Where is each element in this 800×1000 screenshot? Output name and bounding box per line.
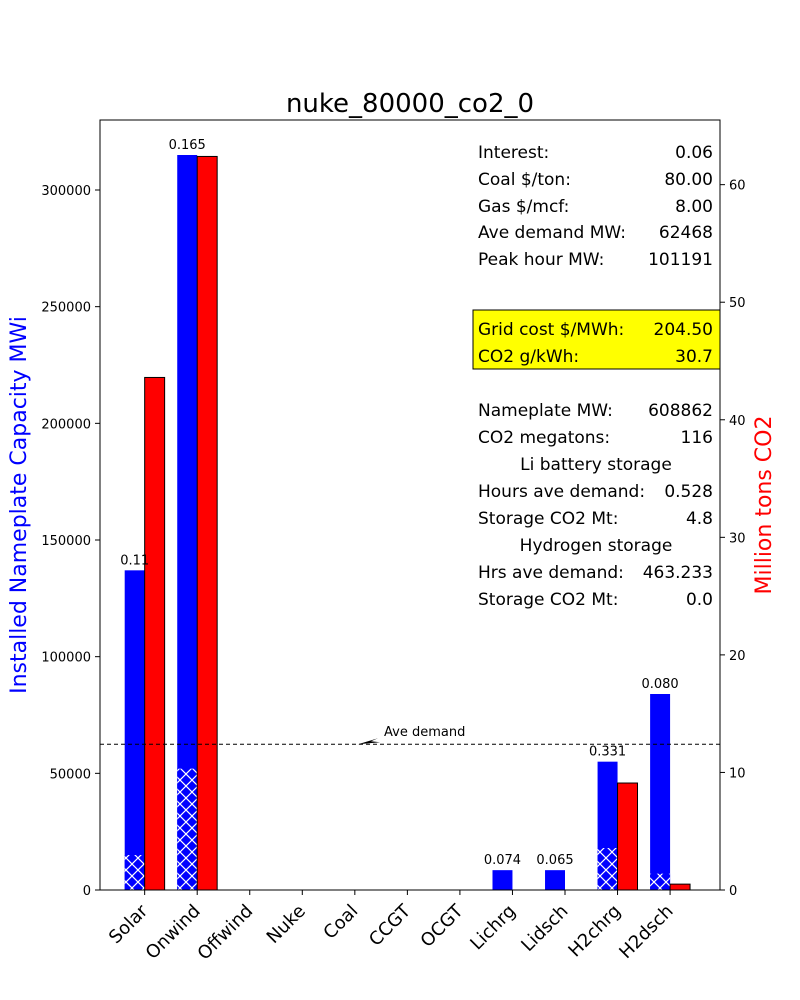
existing-capacity-hatch	[650, 873, 671, 890]
capacity-bar	[492, 870, 513, 890]
labels-layer: 0.11 0.165 0.074 0.065 0.331 0.080	[120, 138, 679, 868]
capacity-bar	[545, 870, 565, 890]
co2-bar	[669, 883, 691, 891]
x-tick-label: Coal	[319, 901, 362, 944]
y2-tick-label: 20	[729, 649, 746, 664]
y2-tick-label: 50	[729, 296, 746, 311]
peak-label: Peak hour MW:	[478, 250, 604, 270]
y2-tick-label: 10	[729, 766, 746, 781]
bar-value-label: 0.074	[484, 853, 521, 868]
h2-hours-label: Hrs ave demand:	[478, 563, 624, 583]
existing-capacity-hatch	[177, 768, 198, 890]
capacity-bar	[124, 570, 145, 890]
bars-layer	[124, 155, 691, 891]
co2-bar	[617, 782, 639, 891]
y-tick-label: 250000	[41, 301, 91, 316]
chart-title: nuke_80000_co2_0	[286, 89, 534, 119]
y-tick-label: 300000	[41, 184, 91, 199]
gas-label: Gas $/mcf:	[478, 197, 569, 217]
y2-tick-label: 60	[729, 179, 746, 194]
existing-capacity-hatch	[124, 855, 145, 890]
h2-storage-heading: Hydrogen storage	[520, 536, 673, 556]
peak-value: 101191	[648, 250, 713, 270]
bar-value-label: 0.065	[536, 853, 573, 868]
y2-tick-label: 0	[729, 884, 737, 899]
capacity-bar	[177, 155, 198, 890]
co2-bar	[196, 155, 218, 891]
bar-value-label: 0.11	[120, 553, 149, 568]
x-tick-label: H2dsch	[615, 901, 677, 963]
plot-frame	[99, 119, 721, 891]
ave-demand-arrow	[358, 738, 380, 745]
gas-value: 8.00	[675, 197, 713, 217]
li-storage-heading: Li battery storage	[520, 455, 672, 475]
coal-value: 80.00	[664, 170, 713, 190]
co2-intensity-value: 30.7	[675, 347, 713, 367]
ave-demand-annotation: Ave demand	[100, 725, 720, 745]
nameplate-value: 608862	[648, 401, 713, 421]
x-tick-label: Solar	[105, 900, 153, 948]
h2-storage-co2-value: 0.0	[686, 590, 713, 610]
y2-axis-label: Million tons CO2	[752, 416, 777, 595]
grid-cost-highlight	[472, 309, 721, 370]
bar-value-label: 0.165	[169, 138, 206, 153]
co2-intensity-label: CO2 g/kWh:	[478, 347, 579, 367]
x-tick-label: Onwind	[142, 901, 205, 964]
li-storage-co2-label: Storage CO2 Mt:	[478, 509, 618, 529]
coal-label: Coal $/ton:	[478, 170, 571, 190]
interest-value: 0.06	[675, 143, 713, 163]
y-tick-label: 0	[83, 884, 91, 899]
nameplate-label: Nameplate MW:	[478, 401, 613, 421]
info-panel: Interest: 0.06 Coal $/ton: 80.00 Gas $/m…	[472, 143, 721, 610]
y2-tick-label: 30	[729, 531, 746, 546]
bar-value-label: 0.331	[589, 745, 626, 760]
li-hours-label: Hours ave demand:	[478, 482, 645, 502]
y-tick-label: 200000	[41, 417, 91, 432]
h2-hours-value: 463.233	[643, 563, 713, 583]
bar-value-label: 0.080	[641, 677, 678, 692]
li-storage-co2-value: 4.8	[686, 509, 713, 529]
x-tick-label: Offwind	[194, 901, 258, 965]
y-tick-label: 150000	[41, 534, 91, 549]
ave-demand-info-value: 62468	[659, 223, 713, 243]
x-tick-label: Lichrg	[466, 901, 520, 955]
h2-storage-co2-label: Storage CO2 Mt:	[478, 590, 618, 610]
y-tick-label: 50000	[50, 767, 91, 782]
y2-tick-label: 40	[729, 414, 746, 429]
y-tick-label: 100000	[41, 651, 91, 666]
li-hours-value: 0.528	[664, 482, 713, 502]
grid-cost-value: 204.50	[654, 320, 713, 340]
co2-bar	[144, 376, 166, 891]
x-tick-label: Nuke	[263, 901, 310, 948]
ave-demand-label: Ave demand	[384, 725, 465, 740]
capacity-bar	[650, 694, 671, 890]
co2-megatons-value: 116	[681, 428, 713, 448]
ave-demand-info-label: Ave demand MW:	[478, 223, 626, 243]
x-tick-label: OCGT	[417, 900, 469, 952]
y-axis-label: Installed Nameplate Capacity MWi	[7, 316, 32, 694]
co2-megatons-label: CO2 megatons:	[478, 428, 610, 448]
existing-capacity-hatch	[597, 848, 618, 890]
x-tick-label: CCGT	[365, 900, 416, 951]
x-tick-label: H2chrg	[564, 901, 625, 962]
grid-cost-label: Grid cost $/MWh:	[478, 320, 624, 340]
interest-label: Interest:	[478, 143, 549, 163]
